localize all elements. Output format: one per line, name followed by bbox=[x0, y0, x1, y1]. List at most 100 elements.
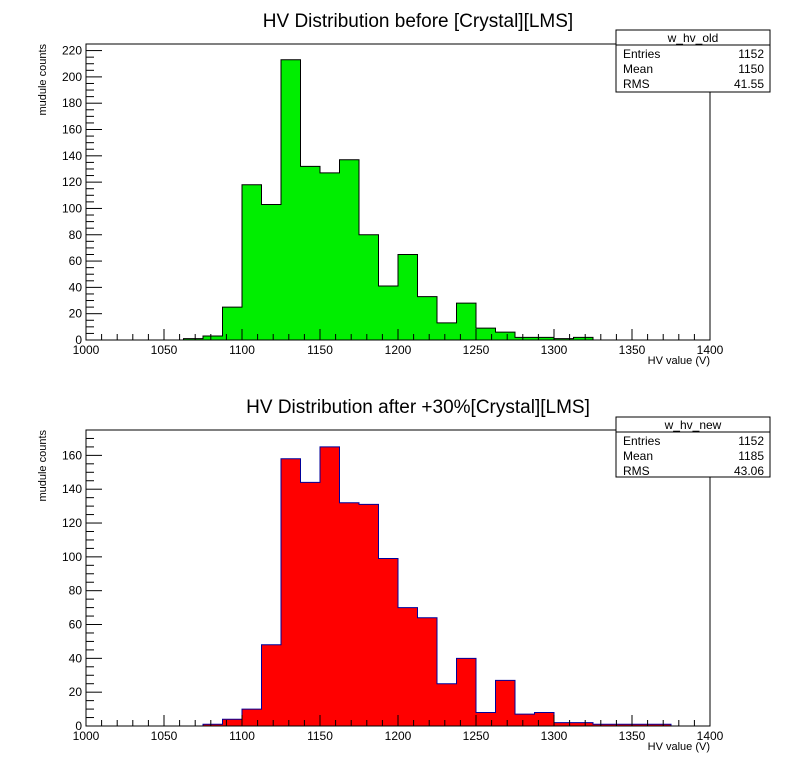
histogram-bar bbox=[437, 322, 457, 340]
y-tick-label: 100 bbox=[62, 550, 82, 564]
histogram-bar bbox=[242, 709, 262, 726]
y-tick-label: 120 bbox=[62, 175, 82, 189]
histogram-bar bbox=[495, 332, 515, 340]
histogram-bar bbox=[495, 680, 515, 726]
histogram-bar bbox=[593, 724, 613, 726]
histogram-bar bbox=[456, 658, 476, 726]
histogram-bar bbox=[222, 307, 242, 340]
stats-row-value: 1185 bbox=[738, 449, 764, 463]
y-tick-label: 180 bbox=[62, 96, 82, 110]
stats-row-label: Entries bbox=[623, 434, 660, 448]
x-tick-label: 1200 bbox=[385, 343, 412, 357]
y-tick-label: 80 bbox=[69, 584, 83, 598]
histogram-bar bbox=[222, 719, 242, 726]
histogram-bar bbox=[339, 502, 359, 726]
histogram-bar bbox=[417, 296, 437, 340]
histogram-bar bbox=[534, 337, 554, 340]
x-tick-label: 1050 bbox=[151, 729, 178, 743]
y-tick-label: 160 bbox=[62, 448, 82, 462]
stats-row-value: 1152 bbox=[738, 434, 764, 448]
chart-title: HV Distribution before [Crystal][LMS] bbox=[263, 11, 573, 32]
x-tick-label: 1050 bbox=[151, 343, 178, 357]
stats-box-frame bbox=[615, 29, 771, 93]
x-axis-label: HV value (V) bbox=[648, 741, 710, 753]
histogram-bar bbox=[515, 337, 535, 340]
chart-title: HV Distribution after +30%[Crystal][LMS] bbox=[246, 397, 590, 418]
histogram-bar bbox=[203, 336, 223, 340]
histogram-bar bbox=[378, 558, 398, 726]
histogram-bar bbox=[437, 683, 457, 726]
y-tick-label: 100 bbox=[62, 201, 82, 215]
stats-row-label: RMS bbox=[623, 464, 650, 478]
y-tick-label: 0 bbox=[75, 719, 82, 733]
x-tick-label: 1300 bbox=[541, 729, 568, 743]
histogram-bar bbox=[261, 204, 281, 340]
stats-row-label: Mean bbox=[623, 62, 653, 76]
x-tick-label: 1150 bbox=[307, 343, 333, 357]
y-tick-label: 60 bbox=[69, 254, 83, 268]
stats-box: w_hv_old Entries 1152 Mean 1150 RMS 41.55 bbox=[615, 29, 771, 93]
stats-row-value: 1150 bbox=[738, 62, 764, 76]
x-axis: 1000 1050 1100 1150 1200 1250 1300 1350 1400 bbox=[73, 715, 724, 743]
x-tick-label: 1250 bbox=[463, 729, 490, 743]
histogram-bar bbox=[515, 714, 535, 726]
x-tick-label: 1200 bbox=[385, 729, 412, 743]
histogram-bar bbox=[456, 303, 476, 340]
x-tick-label: 1000 bbox=[73, 343, 100, 357]
stats-row-value: 41.55 bbox=[734, 77, 764, 91]
histogram-outline bbox=[183, 59, 594, 340]
x-tick-label: 1400 bbox=[697, 729, 724, 743]
stats-row-label: Mean bbox=[623, 449, 653, 463]
x-tick-label: 1300 bbox=[541, 343, 568, 357]
y-tick-label: 120 bbox=[62, 516, 82, 530]
histogram-bar bbox=[632, 724, 652, 726]
histogram-bar bbox=[203, 724, 223, 726]
histogram-outline bbox=[202, 446, 672, 726]
histogram-bar bbox=[554, 722, 574, 726]
x-tick-label: 1100 bbox=[229, 729, 255, 743]
histogram-bar bbox=[183, 338, 203, 340]
y-axis: 0 20 40 60 80 100 120 140 160 bbox=[62, 429, 102, 733]
x-tick-label: 1350 bbox=[619, 729, 646, 743]
histogram-bar bbox=[651, 724, 671, 726]
histogram-panel-after: HV Distribution after +30%[Crystal][LMS]… bbox=[37, 397, 771, 753]
histogram-bar bbox=[534, 712, 554, 726]
y-axis-label: mudule counts bbox=[37, 44, 49, 116]
histogram-bar bbox=[554, 338, 574, 340]
bars-group bbox=[183, 59, 593, 340]
histogram-bar bbox=[300, 482, 320, 726]
histogram-bar bbox=[573, 722, 593, 726]
histogram-bar bbox=[320, 172, 340, 340]
histogram-bar bbox=[281, 458, 301, 726]
y-tick-label: 60 bbox=[69, 618, 83, 632]
x-axis-label: HV value (V) bbox=[648, 355, 710, 367]
y-tick-label: 40 bbox=[69, 280, 83, 294]
stats-box-frame bbox=[615, 416, 771, 478]
bars-group bbox=[203, 446, 671, 726]
histogram-bar bbox=[281, 59, 301, 340]
y-tick-label: 0 bbox=[75, 333, 82, 347]
y-tick-label: 200 bbox=[62, 70, 82, 84]
stats-box-title: w_hv_old bbox=[667, 31, 719, 45]
stats-row-label: RMS bbox=[623, 77, 650, 91]
x-tick-label: 1150 bbox=[307, 729, 333, 743]
y-tick-label: 220 bbox=[62, 44, 82, 58]
histogram-bar bbox=[476, 328, 496, 340]
histogram-bar bbox=[398, 254, 418, 340]
stats-box: w_hv_new Entries 1152 Mean 1185 RMS 43.06 bbox=[615, 416, 771, 478]
y-tick-label: 140 bbox=[62, 482, 82, 496]
histogram-bar bbox=[300, 166, 320, 340]
stats-row-value: 43.06 bbox=[734, 464, 764, 478]
histogram-bar bbox=[242, 184, 262, 340]
histogram-bar bbox=[339, 159, 359, 340]
y-axis: 0 20 40 60 80 100 120 140 160 180 200 220 bbox=[62, 43, 102, 347]
histogram-bar bbox=[320, 446, 340, 726]
x-axis: 1000 1050 1100 1150 1200 1250 1300 1350 1400 bbox=[73, 329, 724, 357]
histogram-bar bbox=[398, 607, 418, 726]
stats-row-label: Entries bbox=[623, 47, 660, 61]
y-tick-label: 140 bbox=[62, 149, 82, 163]
y-tick-label: 80 bbox=[69, 228, 83, 242]
histogram-panel-before: HV Distribution before [Crystal][LMS] 100… bbox=[37, 11, 771, 367]
stats-box-title: w_hv_new bbox=[664, 418, 722, 432]
